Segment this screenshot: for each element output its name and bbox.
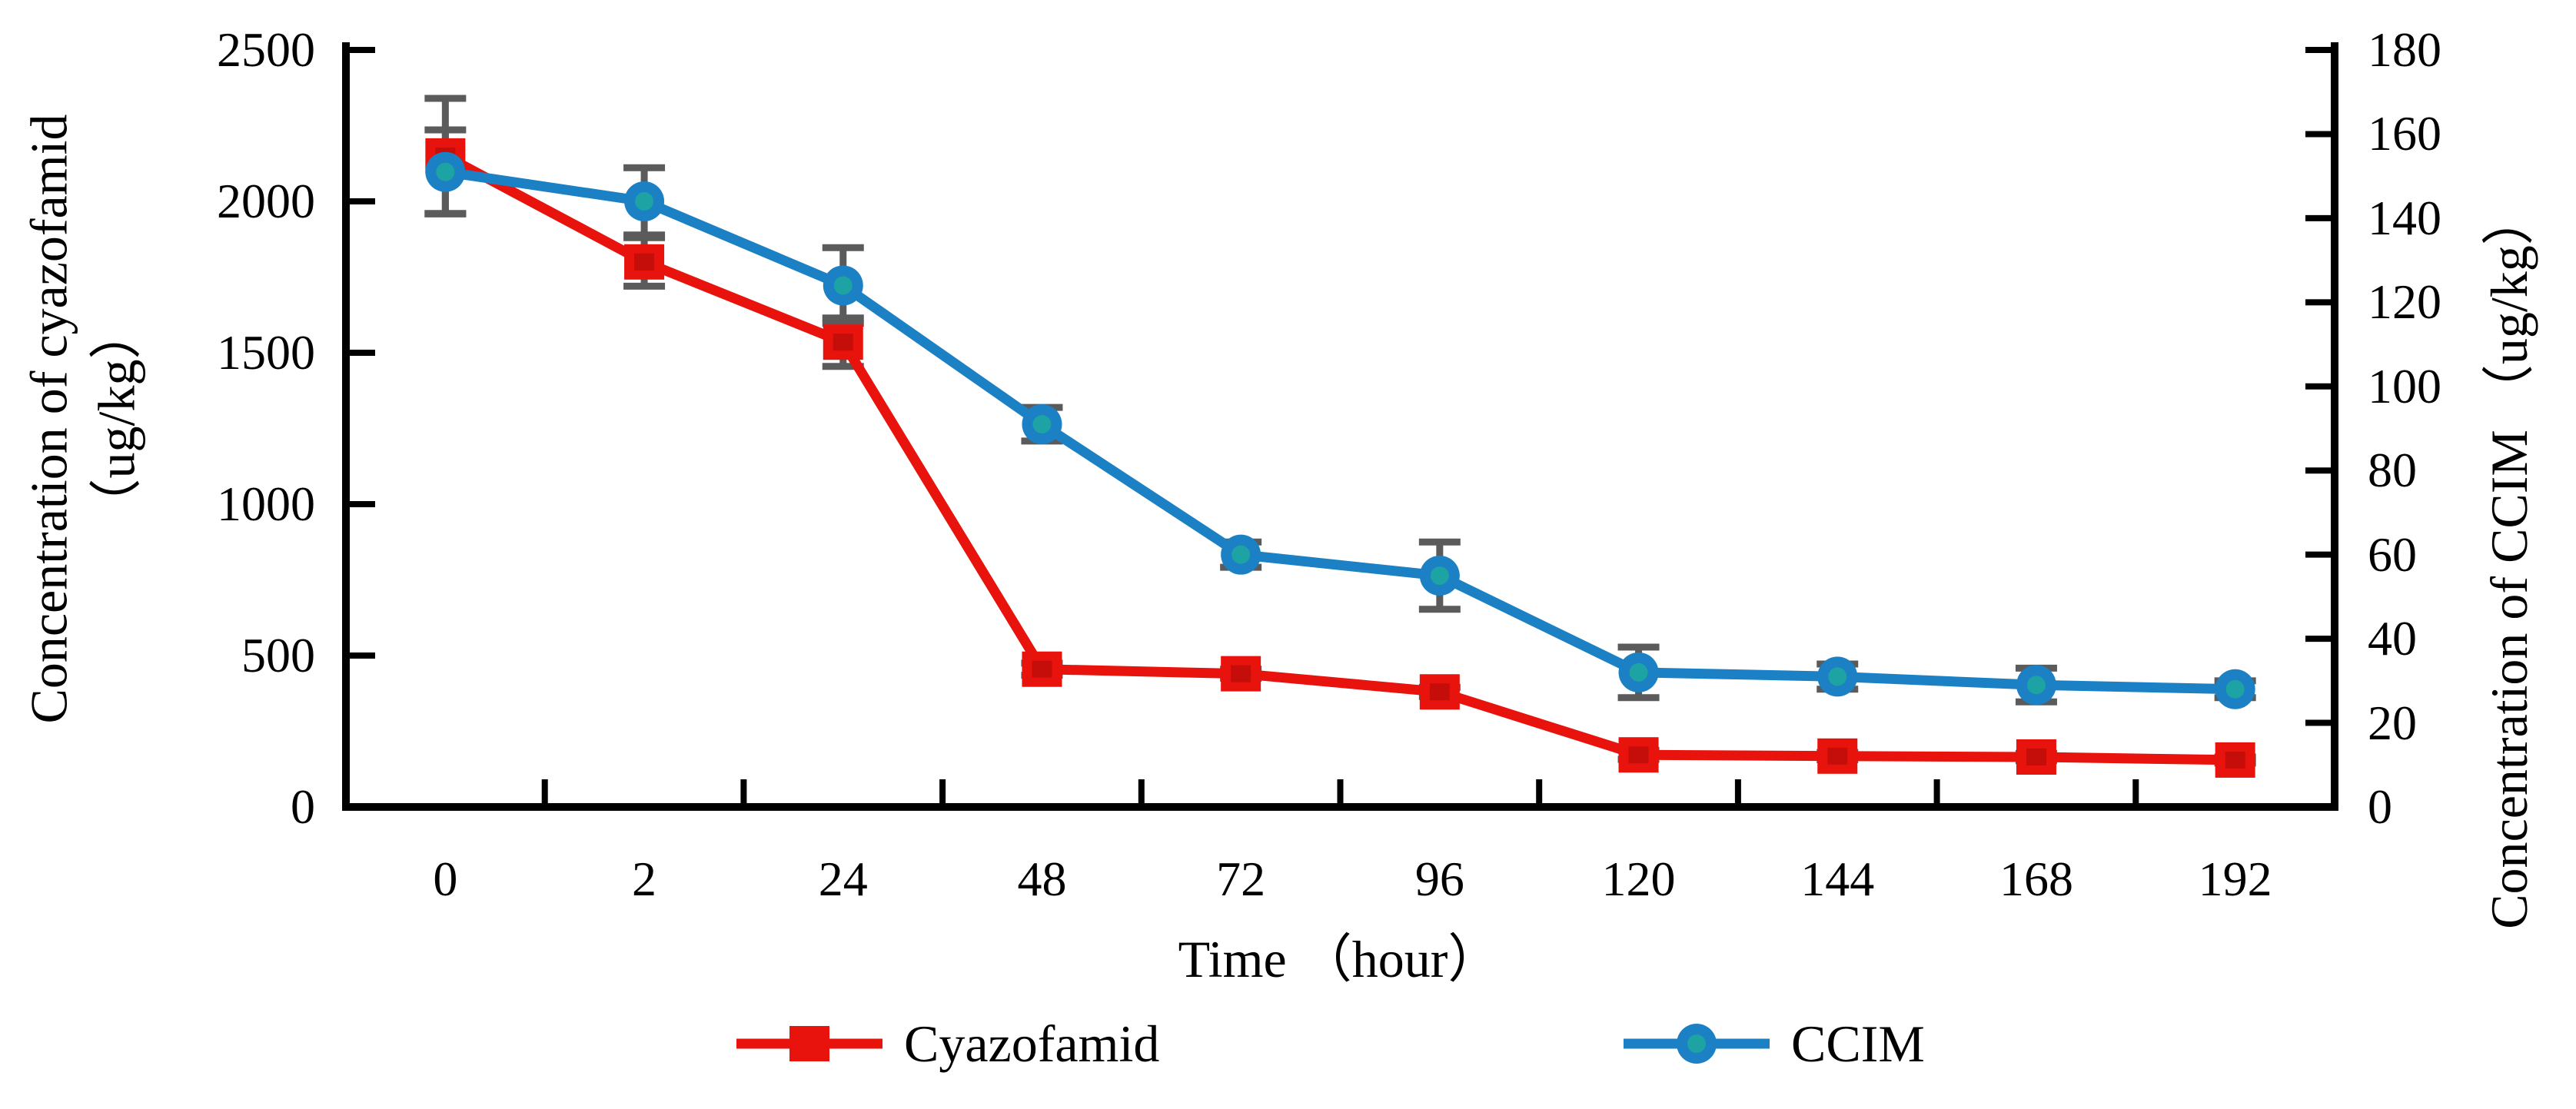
legend-label-ccim: CCIM: [1791, 1014, 1925, 1073]
marker-circle-inner: [1828, 667, 1847, 686]
legend-item-cyazofamid: Cyazofamid: [736, 1011, 1159, 1076]
left-axis-tick-label: 500: [241, 628, 315, 682]
right-axis-tick-label: 100: [2368, 358, 2441, 413]
marker-square-inner: [833, 334, 853, 351]
x-axis-tick-label: 96: [1414, 852, 1464, 906]
x-axis-tick-label: 168: [1999, 852, 2073, 906]
right-axis-tick-label: 80: [2368, 443, 2417, 498]
marker-circle-inner: [1629, 662, 1648, 682]
marker-circle-inner: [436, 162, 455, 181]
right-axis-tick-label: 180: [2368, 22, 2441, 77]
right-axis-tick-label: 120: [2368, 274, 2441, 330]
left-axis-tick-label: 1500: [217, 325, 315, 380]
left-axis-tick-label: 2000: [217, 174, 315, 228]
marker-square-inner: [2225, 751, 2245, 769]
right-axis-tick-label: 160: [2368, 106, 2441, 161]
right-axis-tick-label: 20: [2368, 695, 2417, 750]
marker-square-inner: [1032, 660, 1052, 678]
marker-circle-inner: [2225, 679, 2245, 699]
right-axis-tick-label: 0: [2368, 779, 2392, 834]
left-axis-title-line1: Concentration of cyazofamid: [19, 114, 78, 724]
marker-square-inner: [1429, 683, 1450, 701]
x-axis-title: Time （hour）: [1178, 930, 1501, 988]
x-axis-tick-label: 192: [2198, 852, 2272, 906]
right-axis-tick-label: 140: [2368, 190, 2441, 245]
marker-circle-inner: [635, 192, 654, 211]
marker-square-inner: [1827, 747, 1848, 765]
legend-marker-square-icon: [736, 1026, 882, 1061]
marker-circle-inner: [1231, 545, 1251, 564]
legend-marker-circle-icon: [1624, 1024, 1770, 1064]
marker-circle-inner: [2026, 676, 2046, 695]
marker-circle-inner: [833, 276, 853, 295]
legend-swatch-ccim: [1624, 1011, 1770, 1076]
series-line-cyazofamid: [443, 151, 2235, 765]
marker-square-inner: [1628, 746, 1649, 764]
left-axis-tick-label: 2500: [217, 22, 315, 77]
marker-circle-inner: [1032, 415, 1052, 434]
x-axis-tick-label: 2: [632, 852, 657, 906]
x-axis-tick-label: 48: [1017, 852, 1067, 906]
legend-swatch-cyazofamid: [736, 1011, 882, 1076]
x-axis-tick-label: 144: [1800, 852, 1875, 906]
legend-item-ccim: CCIM: [1624, 1011, 1925, 1076]
x-axis-tick-label: 0: [433, 852, 458, 906]
marker-square-inner: [2026, 748, 2046, 765]
left-axis-tick-label: 1000: [217, 476, 315, 531]
series-line-ccim: [444, 167, 2235, 695]
x-axis-tick-label: 120: [1601, 852, 1676, 906]
right-axis-tick-label: 60: [2368, 526, 2417, 582]
left-axis-tick-label: 0: [291, 779, 315, 834]
x-axis-tick-label: 24: [818, 852, 868, 906]
marker-square-inner: [634, 253, 655, 271]
x-axis-tick-label: 72: [1216, 852, 1266, 906]
marker-circle-inner: [1430, 566, 1449, 586]
marker-square-inner: [1231, 665, 1251, 682]
right-axis-tick-label: 40: [2368, 611, 2417, 666]
legend-label-cyazofamid: Cyazofamid: [904, 1014, 1160, 1073]
